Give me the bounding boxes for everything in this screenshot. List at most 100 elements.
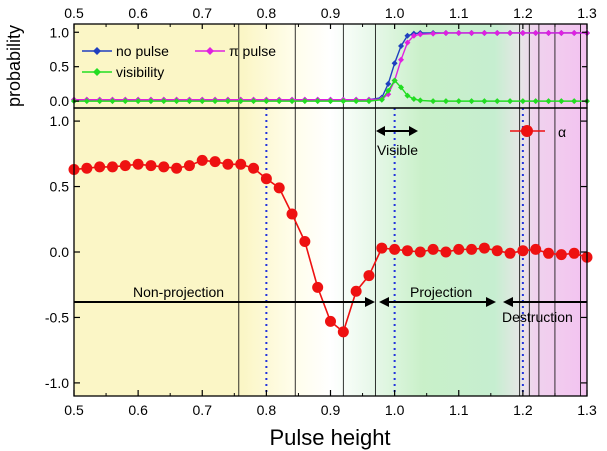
top-point-2-15 xyxy=(263,98,270,105)
top-point-1-30 xyxy=(417,31,424,38)
top-point-2-7 xyxy=(160,98,167,105)
top-point-1-40 xyxy=(545,29,552,36)
top-point-0-28 xyxy=(404,32,411,39)
alpha-point-6 xyxy=(145,160,157,172)
top-point-1-29 xyxy=(410,32,417,39)
alpha-point-14 xyxy=(248,162,260,174)
alpha-point-17 xyxy=(286,208,298,220)
x-tick-label-top-4: 0.9 xyxy=(321,5,341,21)
alpha-point-5 xyxy=(132,158,144,170)
top-point-0-26 xyxy=(391,60,398,67)
top-point-2-17 xyxy=(289,98,296,105)
top-point-2-38 xyxy=(519,98,526,105)
x-tick-label-top-5: 1.0 xyxy=(385,5,405,21)
top-legend: no pulse π pulse visibility xyxy=(82,43,276,80)
x-tick-label-top-8: 1.3 xyxy=(577,5,597,21)
top-point-2-13 xyxy=(237,98,244,105)
top-point-2-33 xyxy=(455,98,462,105)
y-tick-label-bottom-1: 0.5 xyxy=(50,179,70,195)
x-tick-label-top-7: 1.2 xyxy=(513,5,533,21)
top-point-1-37 xyxy=(507,29,514,36)
alpha-point-21 xyxy=(337,326,349,338)
top-point-1-41 xyxy=(558,29,565,36)
x-tick-label-top-2: 0.7 xyxy=(193,5,213,21)
alpha-point-12 xyxy=(222,158,234,170)
top-point-2-3 xyxy=(109,98,116,105)
alpha-point-34 xyxy=(504,247,516,259)
alpha-point-9 xyxy=(183,160,195,172)
top-point-2-23 xyxy=(365,98,372,105)
y-tick-label-top-0: 0.0 xyxy=(50,93,70,109)
top-point-2-21 xyxy=(340,98,347,105)
x-tick-label-top-3: 0.8 xyxy=(257,5,277,21)
top-point-2-11 xyxy=(212,98,219,105)
alpha-point-32 xyxy=(478,242,490,254)
x-tick-label-top-0: 0.5 xyxy=(64,5,84,21)
top-point-1-28 xyxy=(404,39,411,46)
top-point-1-34 xyxy=(468,29,475,36)
top-point-2-31 xyxy=(430,98,437,105)
y-tick-label-bottom-4: -1.0 xyxy=(45,375,69,391)
top-point-2-35 xyxy=(481,98,488,105)
x-tick-label-bottom-1: 0.6 xyxy=(128,402,148,418)
top-point-2-1 xyxy=(83,98,90,105)
legend-visibility-marker xyxy=(93,68,101,76)
top-point-2-37 xyxy=(507,98,514,105)
alpha-point-38 xyxy=(555,249,567,261)
alpha-point-35 xyxy=(517,245,529,257)
bottom-panel-series xyxy=(68,154,593,338)
alpha-point-30 xyxy=(453,243,465,255)
alpha-point-11 xyxy=(209,156,221,168)
top-point-2-14 xyxy=(250,98,257,105)
alpha-point-8 xyxy=(171,162,183,174)
alpha-point-19 xyxy=(312,281,324,293)
top-point-2-4 xyxy=(122,98,129,105)
top-point-1-35 xyxy=(481,29,488,36)
top-point-2-29 xyxy=(410,96,417,103)
x-axis-title: Pulse height xyxy=(269,425,390,450)
top-point-1-38 xyxy=(519,29,526,36)
top-point-2-9 xyxy=(186,98,193,105)
alpha-point-4 xyxy=(119,160,131,172)
legend-no-pulse-label: no pulse xyxy=(116,43,169,59)
top-point-0-25 xyxy=(385,80,392,87)
top-point-2-30 xyxy=(417,97,424,104)
x-tick-label-bottom-3: 0.8 xyxy=(257,402,277,418)
axes-ticks: 0.5 0.5 0.6 0.6 0.7 0.7 0.8 0.8 0.9 0.9 1.0 1.0 1.1 1… xyxy=(45,5,597,418)
x-tick-label-bottom-0: 0.5 xyxy=(64,402,84,418)
alpha-point-27 xyxy=(414,246,426,258)
top-point-2-20 xyxy=(327,98,334,105)
top-point-2-27 xyxy=(398,84,405,91)
x-tick-label-bottom-4: 0.9 xyxy=(321,402,341,418)
top-point-2-42 xyxy=(571,98,578,105)
legend-alpha-label: α xyxy=(558,124,566,140)
top-point-1-32 xyxy=(442,29,449,36)
top-point-2-39 xyxy=(532,98,539,105)
y-tick-label-bottom-3: -0.5 xyxy=(45,309,69,325)
top-point-2-6 xyxy=(147,98,154,105)
alpha-point-13 xyxy=(235,158,247,170)
legend-pi-pulse-marker xyxy=(206,47,214,55)
alpha-point-25 xyxy=(389,243,401,255)
top-point-1-33 xyxy=(455,29,462,36)
top-point-2-22 xyxy=(353,98,360,105)
alpha-point-2 xyxy=(94,161,106,173)
x-tick-label-bottom-5: 1.0 xyxy=(385,402,405,418)
top-point-0-27 xyxy=(398,43,405,50)
top-point-1-39 xyxy=(532,29,539,36)
alpha-point-26 xyxy=(401,245,413,257)
y-axis-title-top: probability xyxy=(4,25,24,107)
y-tick-label-top-1: 0.5 xyxy=(50,59,70,75)
alpha-point-31 xyxy=(466,243,478,255)
alpha-point-1 xyxy=(81,162,93,174)
top-point-1-36 xyxy=(494,29,501,36)
top-point-1-27 xyxy=(398,56,405,63)
top-point-2-16 xyxy=(276,98,283,105)
annotations: Visible Non-projection Projection Destru… xyxy=(74,126,587,325)
alpha-point-15 xyxy=(260,173,272,185)
x-tick-label-top-1: 0.6 xyxy=(128,5,148,21)
top-point-2-19 xyxy=(314,98,321,105)
top-point-2-41 xyxy=(558,98,565,105)
top-panel-series xyxy=(71,29,590,105)
alpha-point-7 xyxy=(158,161,170,173)
